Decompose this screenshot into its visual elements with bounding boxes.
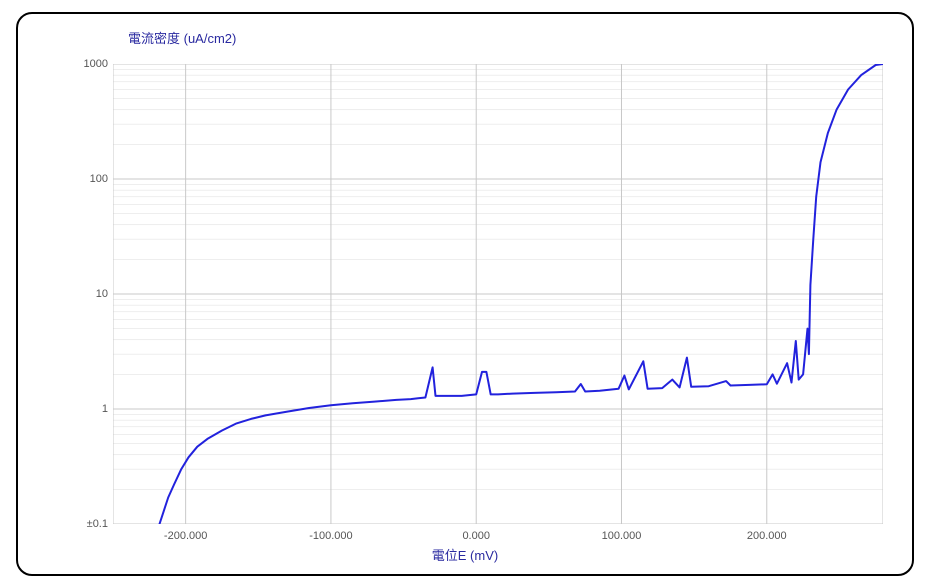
plot-area [113,64,883,524]
y-tick-label: ±0.1 [58,518,108,530]
x-tick-label: -100.000 [291,530,371,542]
y-tick-label: 1000 [58,58,108,70]
x-tick-label: 100.000 [581,530,661,542]
x-tick-label: 0.000 [436,530,516,542]
x-tick-label: 200.000 [727,530,807,542]
x-tick-label: -200.000 [146,530,226,542]
y-tick-label: 100 [58,173,108,185]
chart-frame: 電流密度 (uA/cm2) 電位E (mV) ±0.1 1 10 100 1000 -20… [16,12,914,576]
y-tick-label: 1 [58,403,108,415]
y-axis-title: 電流密度 (uA/cm2) [128,28,236,47]
x-axis-title: 電位E (mV) [432,545,498,564]
y-tick-label: 10 [58,288,108,300]
